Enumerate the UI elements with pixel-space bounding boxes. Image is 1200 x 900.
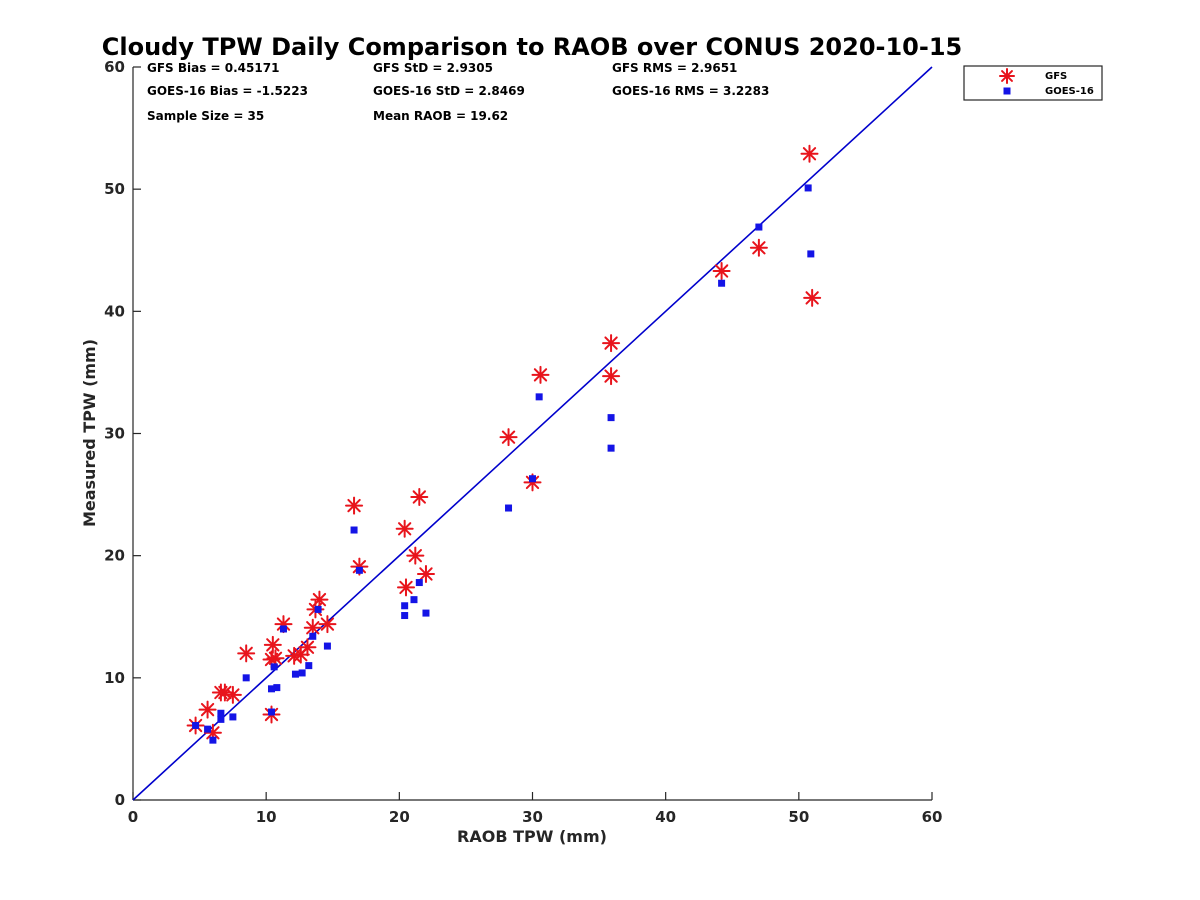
- plot-area: 0 10 20 30 40 50 60 0 10 20 30 40 50 60 GFS Bias = 0…: [104, 58, 942, 826]
- legend-box: [963, 65, 1103, 101]
- x-tick-label: 50: [788, 808, 809, 826]
- goes16-point: [192, 721, 200, 729]
- stat-text: GOES-16 RMS = 3.2283: [612, 84, 769, 98]
- goes16-point: [291, 670, 299, 678]
- goes16-point: [270, 663, 278, 671]
- stats-block: GFS Bias = 0.45171 GFS StD = 2.9305 GFS RM…: [147, 61, 769, 123]
- goes16-point: [279, 625, 287, 633]
- y-axis-label: Measured TPW (mm): [80, 339, 99, 527]
- goes16-point: [755, 223, 763, 231]
- goes16-point: [217, 709, 225, 717]
- goes16-point: [323, 642, 331, 650]
- gfs-point: [266, 649, 285, 668]
- goes16-point: [804, 184, 812, 192]
- goes16-point: [298, 669, 306, 677]
- gfs-point: [345, 496, 364, 515]
- series-goes-16: [192, 184, 815, 744]
- chart-title: Cloudy TPW Daily Comparison to RAOB over…: [102, 33, 962, 61]
- goes16-point: [505, 504, 513, 512]
- gfs-point: [406, 546, 425, 565]
- x-ticks: 0 10 20 30 40 50 60: [128, 792, 943, 826]
- gfs-point: [602, 334, 621, 353]
- gfs-point: [237, 644, 256, 663]
- goes16-point: [267, 685, 275, 693]
- series-layer: [186, 144, 822, 744]
- gfs-point: [749, 238, 768, 257]
- goes16-point: [607, 414, 615, 422]
- y-tick-label: 60: [104, 58, 125, 76]
- goes16-point: [229, 713, 237, 721]
- goes16-point: [415, 579, 423, 587]
- goes16-point: [217, 715, 225, 723]
- gfs-point: [298, 638, 317, 657]
- stat-text: GOES-16 StD = 2.8469: [373, 84, 525, 98]
- y-tick-label: 50: [104, 180, 125, 198]
- gfs-point: [803, 288, 822, 307]
- goes16-point: [273, 684, 281, 692]
- goes16-point: [350, 526, 358, 534]
- gfs-point: [396, 578, 415, 597]
- gfs-point: [499, 428, 518, 447]
- gfs-point: [523, 473, 542, 492]
- goes16-point: [314, 605, 322, 613]
- y-ticks: 0 10 20 30 40 50 60: [104, 58, 141, 809]
- legend-marker-gfs: [999, 68, 1015, 84]
- legend-label: GFS: [1045, 71, 1067, 82]
- x-tick-label: 20: [389, 808, 410, 826]
- stat-text: GOES-16 Bias = -1.5223: [147, 84, 308, 98]
- goes16-point: [807, 250, 815, 258]
- gfs-point: [318, 615, 337, 634]
- goes16-point: [305, 662, 313, 670]
- legend: GFS GOES-16: [963, 65, 1103, 101]
- y-tick-label: 40: [104, 302, 125, 320]
- gfs-point: [198, 700, 217, 719]
- goes16-point: [718, 279, 726, 287]
- goes16-point: [535, 393, 543, 401]
- goes16-point: [209, 736, 217, 744]
- goes16-point: [309, 632, 317, 640]
- x-tick-label: 40: [655, 808, 676, 826]
- goes16-point: [355, 566, 363, 574]
- x-tick-label: 60: [922, 808, 943, 826]
- x-axis-label: RAOB TPW (mm): [457, 827, 607, 846]
- stat-text: GFS RMS = 2.9651: [612, 61, 737, 75]
- y-tick-label: 30: [104, 425, 125, 443]
- x-tick-label: 0: [128, 808, 138, 826]
- legend-items: GFS GOES-16: [999, 68, 1094, 97]
- gfs-point: [602, 367, 621, 386]
- gfs-point: [416, 564, 435, 583]
- goes16-point: [607, 444, 615, 452]
- legend-label: GOES-16: [1045, 86, 1094, 97]
- stat-text: Mean RAOB = 19.62: [373, 109, 508, 123]
- goes16-point: [401, 612, 409, 620]
- gfs-point: [800, 144, 819, 163]
- gfs-point: [531, 365, 550, 384]
- goes16-point: [529, 475, 536, 483]
- goes16-point: [410, 596, 418, 604]
- gfs-point: [310, 590, 329, 609]
- gfs-point: [712, 262, 731, 281]
- goes16-point: [204, 725, 212, 733]
- gfs-point: [223, 685, 242, 704]
- series-gfs: [186, 144, 822, 742]
- y-tick-label: 0: [115, 791, 125, 809]
- stat-text: Sample Size = 35: [147, 109, 264, 123]
- stat-text: GFS StD = 2.9305: [373, 61, 493, 75]
- x-tick-label: 10: [256, 808, 277, 826]
- reference-line-1to1: [132, 66, 933, 801]
- y-tick-label: 20: [104, 547, 125, 565]
- goes16-point: [401, 602, 409, 610]
- stat-text: GFS Bias = 0.45171: [147, 61, 279, 75]
- y-tick-label: 10: [104, 669, 125, 687]
- legend-marker-goes16: [1003, 87, 1011, 95]
- gfs-point: [395, 519, 414, 538]
- goes16-point: [267, 708, 275, 716]
- x-tick-label: 30: [522, 808, 543, 826]
- gfs-point: [410, 488, 429, 507]
- goes16-point: [422, 609, 430, 617]
- gfs-point: [263, 635, 282, 654]
- goes16-point: [242, 674, 250, 682]
